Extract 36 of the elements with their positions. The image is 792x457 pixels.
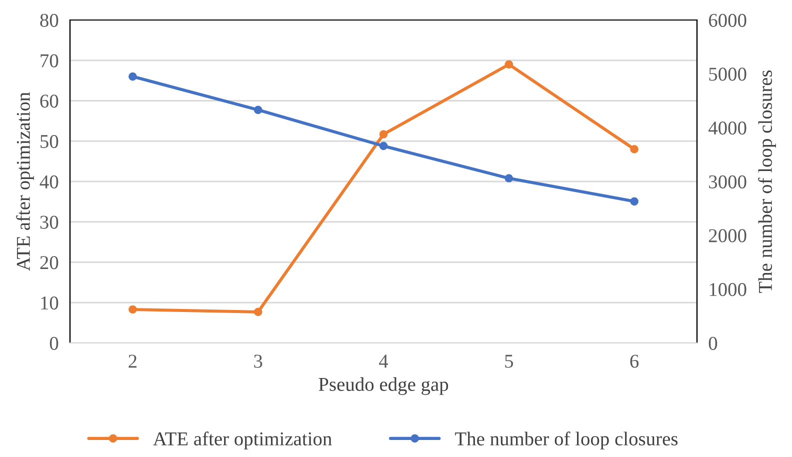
- y2-axis-title: The number of loop closures: [758, 70, 776, 293]
- y-tick-label: 80: [40, 14, 58, 27]
- point: [379, 130, 388, 138]
- x-axis-title: Pseudo edge gap: [318, 377, 448, 395]
- point: [630, 145, 638, 154]
- point: [379, 142, 388, 150]
- x-tick-label: 3: [254, 354, 262, 368]
- point: [128, 305, 137, 314]
- y-tick-label: 70: [40, 54, 58, 68]
- y-tick-label: 20: [40, 256, 58, 270]
- x-tick-label: 5: [505, 354, 513, 368]
- y-tick-label: 40: [40, 175, 58, 188]
- y-tick-label: 0: [50, 336, 58, 350]
- y2-tick-label: 3000: [709, 175, 746, 188]
- y2-tick-label: 0: [708, 336, 718, 350]
- legend-label: The number of loop closures: [455, 432, 678, 450]
- x-tick-label: 4: [379, 354, 388, 368]
- point: [504, 60, 514, 69]
- point: [630, 197, 638, 206]
- point: [128, 72, 137, 81]
- y-tick-label: 10: [41, 296, 58, 310]
- x-tick-label: 6: [630, 354, 639, 368]
- y2-tick-label: 4000: [708, 121, 746, 135]
- y2-tick-label: 5000: [709, 68, 746, 81]
- x-tick-label: 2: [128, 354, 136, 368]
- point: [504, 174, 514, 182]
- y-tick-label: 30: [40, 216, 58, 229]
- y2-tick-label: 6000: [708, 14, 746, 27]
- y-tick-label: 50: [40, 134, 58, 148]
- point: [254, 106, 262, 114]
- y-tick-label: 60: [40, 94, 58, 108]
- legend-label: ATE after optimization: [153, 432, 332, 450]
- point: [254, 308, 262, 316]
- y2-tick-label: 2000: [708, 229, 746, 242]
- y2-tick-label: 1000: [710, 282, 746, 296]
- y-axis-title: ATE after optimization: [16, 92, 34, 271]
